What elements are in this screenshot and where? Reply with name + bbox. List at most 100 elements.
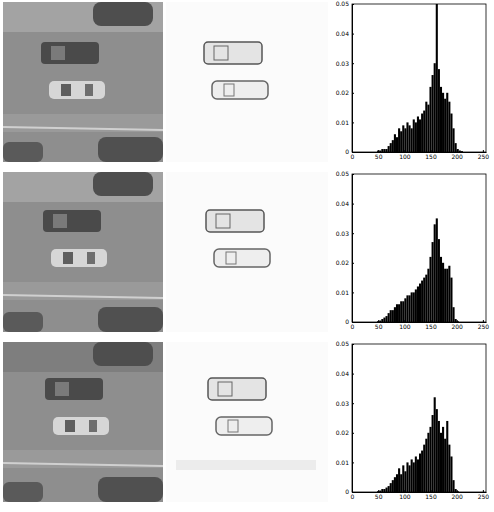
photo-car-window xyxy=(53,214,67,228)
histogram-bar xyxy=(440,257,442,322)
photo-car-window xyxy=(85,84,93,96)
histogram-bar xyxy=(392,310,394,322)
axis-line xyxy=(353,322,487,323)
histogram-bar xyxy=(417,286,419,322)
histogram-bar xyxy=(394,477,396,492)
histogram-bar xyxy=(381,149,383,152)
histogram-bar xyxy=(406,295,408,322)
y-tick: 0.01 xyxy=(336,459,354,466)
histogram-bar xyxy=(409,295,411,322)
histogram-bar xyxy=(440,433,442,492)
photo-lane-mark xyxy=(3,295,163,298)
histogram-bar xyxy=(423,278,425,322)
histogram-bar xyxy=(406,462,408,492)
histogram-bar xyxy=(413,119,415,152)
histogram-bar xyxy=(419,284,421,322)
x-tick-label: 100 xyxy=(399,493,411,500)
histogram-bar xyxy=(432,242,434,322)
histogram-bar xyxy=(394,307,396,322)
processed-car-window xyxy=(228,420,238,432)
processed-image xyxy=(166,2,328,162)
histogram-bar xyxy=(394,134,396,152)
x-tick: 250 xyxy=(478,150,490,160)
photo-car xyxy=(51,249,107,267)
tick-mark xyxy=(352,152,354,153)
tick-mark xyxy=(431,150,432,152)
histogram-bar xyxy=(415,122,417,152)
y-tick: 0.03 xyxy=(336,400,354,407)
x-tick: 50 xyxy=(375,150,383,160)
histogram-bar xyxy=(453,307,455,322)
tick-mark xyxy=(457,320,458,322)
processed-image xyxy=(166,342,328,502)
histogram-bar xyxy=(396,304,398,322)
y-tick: 0.04 xyxy=(336,30,354,37)
histogram-bar xyxy=(413,292,415,322)
x-tick: 50 xyxy=(375,490,383,500)
histogram-bar xyxy=(415,456,417,492)
histogram-bar xyxy=(446,93,448,152)
processed-ground xyxy=(166,342,328,502)
histogram-bar xyxy=(386,149,388,152)
histogram-bar xyxy=(413,462,415,492)
histogram-bar xyxy=(406,122,408,152)
histogram-bar xyxy=(398,128,400,152)
y-tick: 0.03 xyxy=(336,60,354,67)
histogram-bar xyxy=(455,319,457,322)
histogram-bar xyxy=(450,278,452,322)
histogram-bar xyxy=(457,149,459,152)
photo-trees xyxy=(3,142,43,162)
photo-car xyxy=(43,210,101,232)
photo-car xyxy=(45,378,103,400)
x-tick-label: 150 xyxy=(425,323,437,330)
histogram-bar xyxy=(450,114,452,152)
y-tick-label: 0.05 xyxy=(336,340,350,347)
x-tick-label: 50 xyxy=(375,493,383,500)
bars xyxy=(377,397,459,492)
x-tick-label: 50 xyxy=(375,153,383,160)
histogram-bar xyxy=(450,456,452,492)
histogram-bar xyxy=(442,263,444,322)
histogram-bar xyxy=(392,480,394,492)
histogram-bar xyxy=(415,289,417,322)
histogram-bar xyxy=(400,131,402,152)
tick-mark xyxy=(378,320,379,322)
x-tick: 100 xyxy=(399,150,411,160)
x-tick-label: 150 xyxy=(425,153,437,160)
y-tick: 0 xyxy=(345,318,354,325)
histogram-bar xyxy=(444,269,446,322)
tick-mark xyxy=(404,150,405,152)
tick-mark xyxy=(352,233,354,234)
histogram-bar xyxy=(396,137,398,152)
y-tick-label: 0.04 xyxy=(336,200,350,207)
tick-mark xyxy=(352,63,354,64)
histogram-bar xyxy=(388,146,390,152)
y-tick: 0.05 xyxy=(336,170,354,177)
x-tick: 250 xyxy=(478,490,490,500)
histogram-bar xyxy=(381,319,383,322)
histogram-bar xyxy=(436,409,438,492)
processed-car xyxy=(208,378,266,400)
x-tick-label: 200 xyxy=(451,323,463,330)
tick-mark xyxy=(352,263,354,264)
histogram-bar xyxy=(444,99,446,152)
histogram-bar xyxy=(432,75,434,152)
histogram-bar xyxy=(429,87,431,152)
histogram-bar xyxy=(425,439,427,492)
x-tick: 150 xyxy=(425,150,437,160)
histogram-bar xyxy=(383,318,385,322)
histogram-bar xyxy=(392,140,394,152)
histogram-bar xyxy=(402,465,404,492)
tick-mark xyxy=(378,150,379,152)
y-tick-label: 0.04 xyxy=(336,370,350,377)
y-tick-label: 0.05 xyxy=(336,0,350,7)
histogram-bar xyxy=(388,313,390,322)
y-tick: 0.03 xyxy=(336,230,354,237)
y-tick: 0.05 xyxy=(336,340,354,347)
histogram-bar xyxy=(436,218,438,322)
x-tick: 200 xyxy=(451,150,463,160)
y-axis: 00.010.020.030.040.05 xyxy=(336,170,354,325)
processed-car xyxy=(216,417,272,435)
histogram-bar xyxy=(419,454,421,492)
histogram-bar xyxy=(404,128,406,152)
